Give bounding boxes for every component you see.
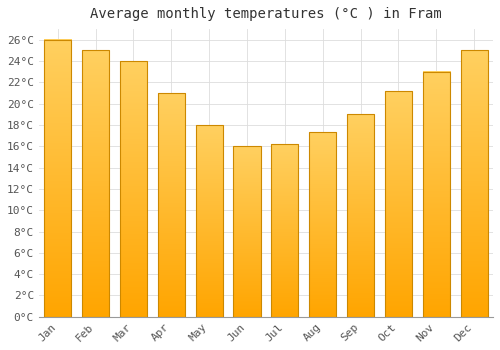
Bar <box>82 50 109 317</box>
Bar <box>422 72 450 317</box>
Bar <box>196 125 223 317</box>
Bar <box>158 93 185 317</box>
Bar <box>271 144 298 317</box>
Bar <box>234 146 260 317</box>
Bar <box>309 132 336 317</box>
Bar <box>385 91 412 317</box>
Title: Average monthly temperatures (°C ) in Fram: Average monthly temperatures (°C ) in Fr… <box>90 7 442 21</box>
Bar <box>460 50 488 317</box>
Bar <box>120 61 147 317</box>
Bar <box>347 114 374 317</box>
Bar <box>44 40 72 317</box>
